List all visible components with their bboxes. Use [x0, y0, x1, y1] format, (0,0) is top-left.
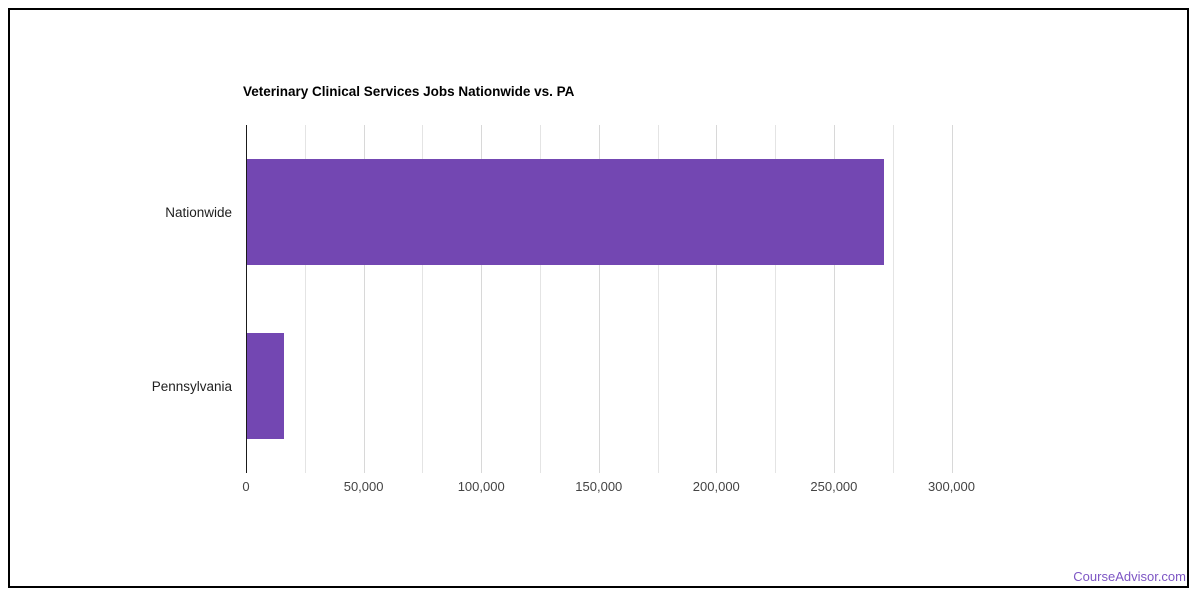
x-tick-label: 300,000	[928, 479, 975, 494]
major-gridline	[363, 125, 365, 473]
x-tick-label: 200,000	[692, 479, 740, 494]
bar-pennsylvania[interactable]	[247, 333, 284, 439]
value-axis: 0 50,000 100,000 150,000 200,000 250,000 300,0…	[242, 479, 1011, 499]
major-gridline	[481, 125, 483, 473]
minor-gridline	[775, 125, 777, 473]
major-gridline	[716, 125, 718, 473]
minor-gridline	[422, 125, 424, 473]
x-tick-label: 250,000	[810, 479, 858, 494]
category-label: Pennsylvania	[151, 378, 232, 394]
x-tick-label: 150,000	[575, 479, 623, 494]
category-label: Nationwide	[165, 204, 232, 220]
plot-area	[246, 125, 1011, 473]
minor-gridline	[657, 125, 659, 473]
x-tick-label: 100,000	[457, 479, 505, 494]
minor-gridline	[892, 125, 894, 473]
minor-gridline	[540, 125, 541, 473]
major-gridline	[833, 125, 835, 473]
x-tick-label: 50,000	[343, 479, 384, 494]
minor-gridline	[304, 125, 306, 473]
y-axis-baseline	[246, 125, 247, 473]
major-gridline	[951, 125, 953, 473]
footer-brand-link[interactable]: CourseAdvisor.com	[1073, 569, 1186, 584]
category-axis: Nationwide Pennsylvania	[0, 125, 232, 473]
major-gridline	[598, 125, 600, 473]
bar-nationwide[interactable]	[247, 159, 885, 265]
x-tick-label: 0	[242, 479, 250, 494]
chart-title: Veterinary Clinical Services Jobs Nation…	[243, 84, 575, 99]
